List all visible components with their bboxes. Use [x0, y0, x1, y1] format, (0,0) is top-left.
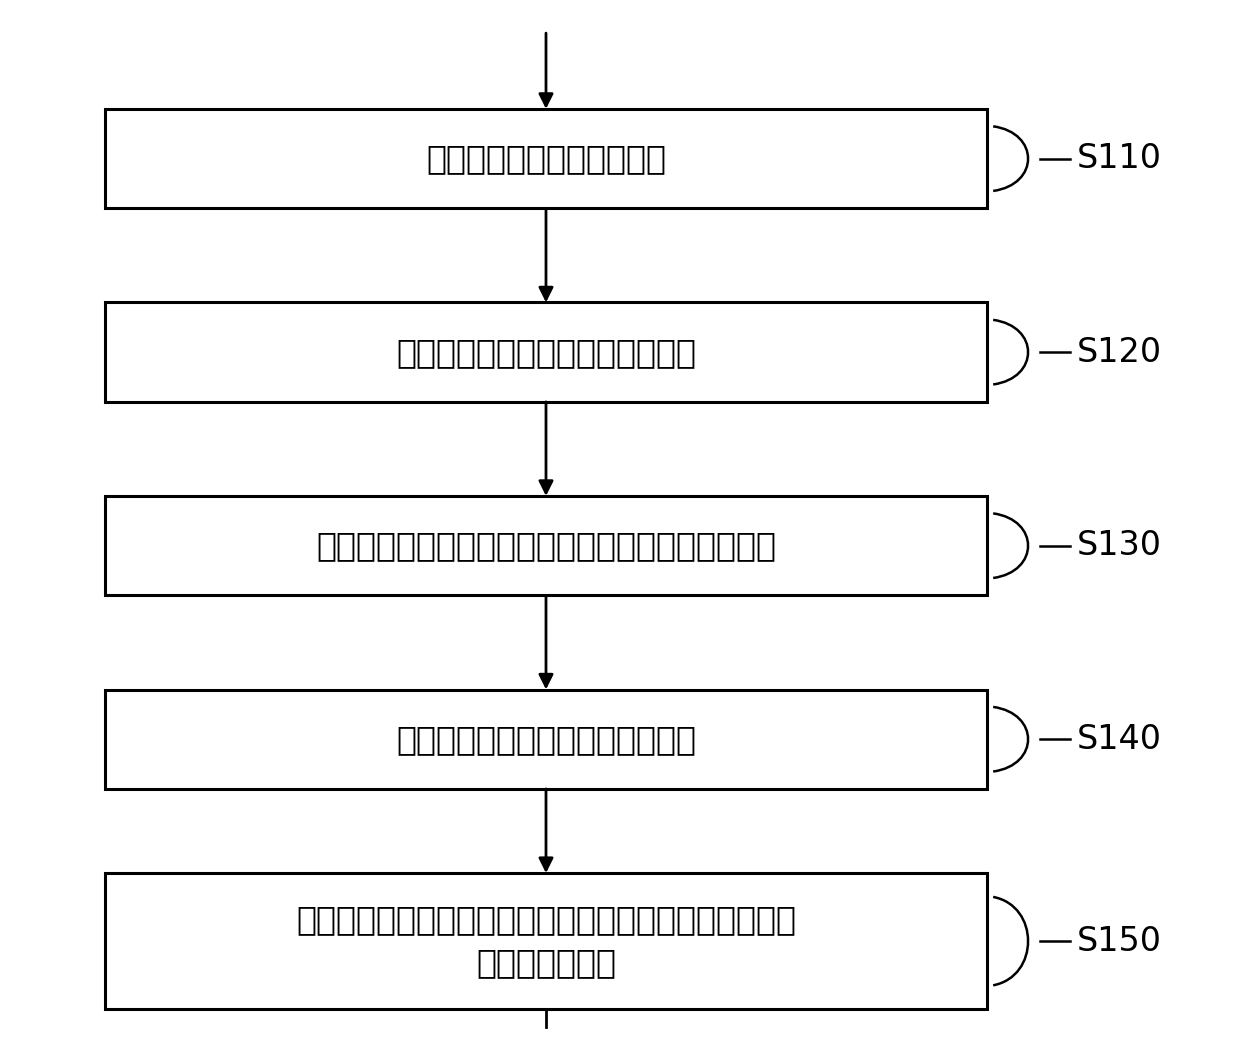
FancyBboxPatch shape: [105, 109, 987, 209]
Text: S110: S110: [1077, 142, 1161, 175]
FancyBboxPatch shape: [105, 873, 987, 1009]
Text: 根据检测数据得到当前驱动板所控制的压缩机的型号: 根据检测数据得到当前驱动板所控制的压缩机的型号: [316, 529, 776, 562]
Text: 发送控制命令至当前驱动板: 发送控制命令至当前驱动板: [426, 142, 667, 175]
Text: S150: S150: [1077, 924, 1161, 957]
Text: 若已配对的压缩机的数量小于预设阈值，则将下一驱动板
作为当前驱动板: 若已配对的压缩机的数量小于预设阈值，则将下一驱动板 作为当前驱动板: [296, 903, 795, 979]
Text: S140: S140: [1077, 723, 1161, 756]
Text: S130: S130: [1077, 529, 1161, 562]
Text: 将压缩机的型号发送至当前驱动板: 将压缩机的型号发送至当前驱动板: [396, 723, 696, 756]
Text: S120: S120: [1077, 336, 1162, 369]
FancyBboxPatch shape: [105, 690, 987, 789]
FancyBboxPatch shape: [105, 496, 987, 596]
Text: 接收参数检测装置发送的检测数据: 接收参数检测装置发送的检测数据: [396, 336, 696, 369]
FancyBboxPatch shape: [105, 302, 987, 402]
